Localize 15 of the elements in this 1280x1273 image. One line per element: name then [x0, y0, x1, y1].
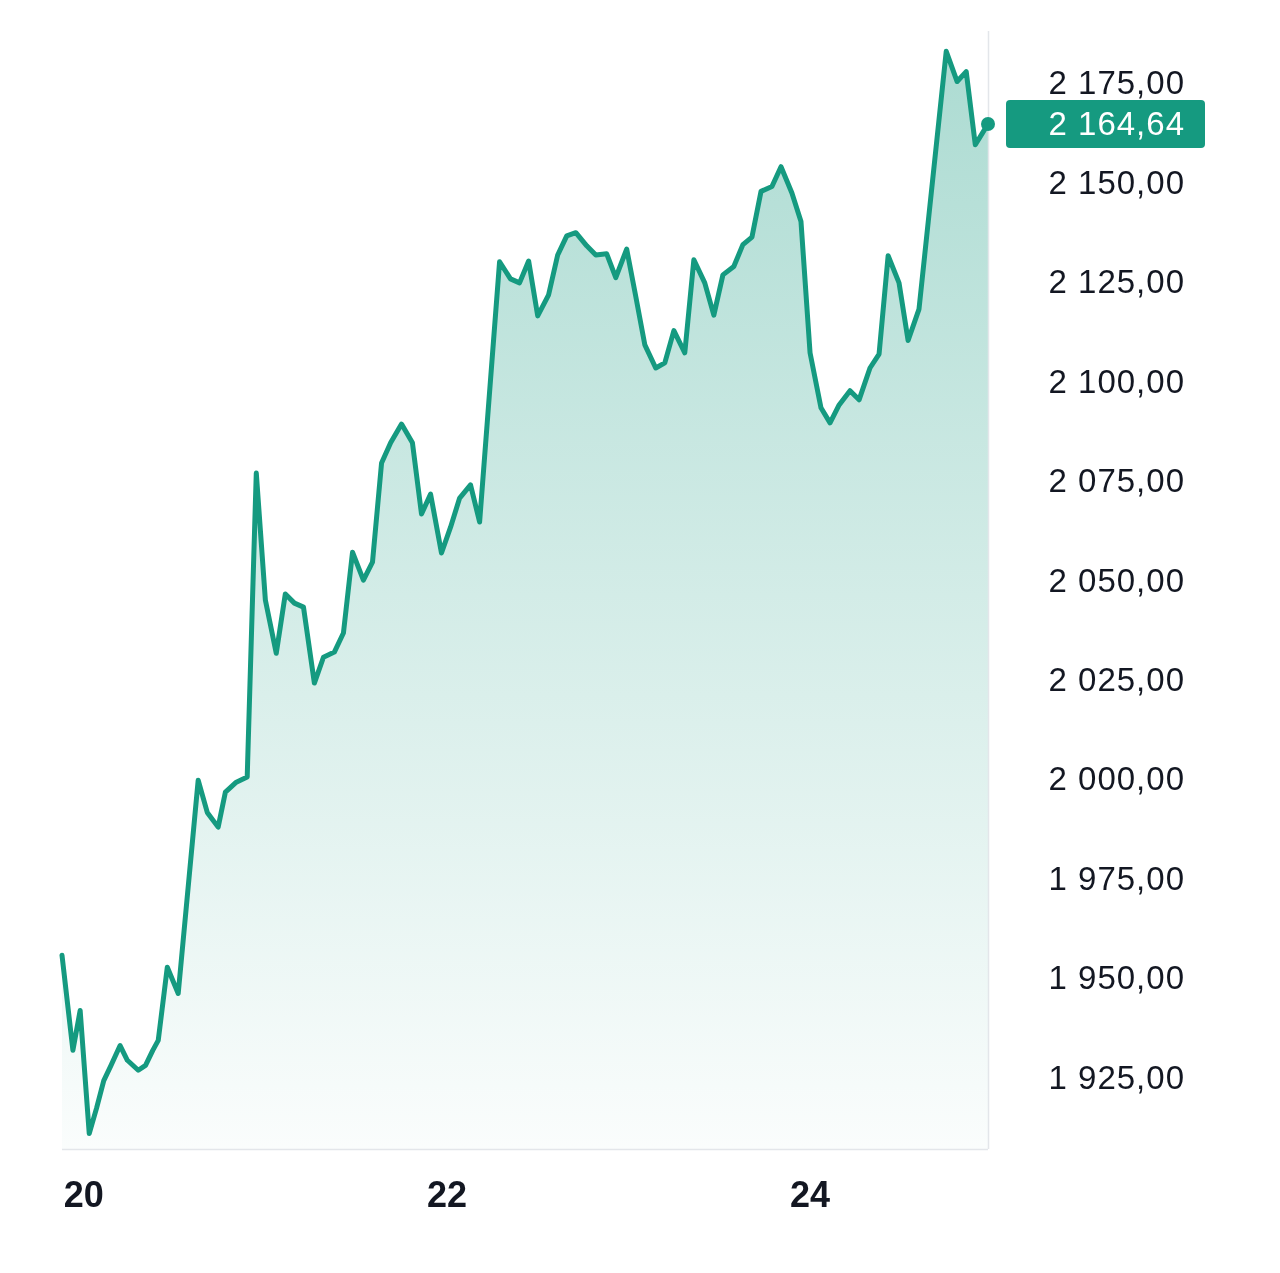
y-tick-label: 2 075,00 — [1048, 462, 1185, 500]
x-tick-label: 24 — [790, 1173, 831, 1215]
data-label: 2 164,64 — [1048, 105, 1185, 143]
y-tick-label: 2 025,00 — [1048, 661, 1185, 699]
x-tick-label: 20 — [63, 1173, 104, 1215]
y-tick-label: 2 100,00 — [1048, 362, 1185, 400]
y-tick-label: 2 175,00 — [1048, 64, 1185, 102]
y-tick-label: 1 925,00 — [1048, 1058, 1185, 1096]
y-tick-label: 2 000,00 — [1048, 760, 1185, 798]
y-tick-label: 1 975,00 — [1048, 859, 1185, 897]
y-tick-label: 1 950,00 — [1048, 959, 1185, 997]
y-tick-label: 2 050,00 — [1048, 561, 1185, 599]
y-tick-label: 2 150,00 — [1048, 163, 1185, 201]
y-tick-label: 2 125,00 — [1048, 263, 1185, 301]
x-tick-label: 22 — [426, 1173, 467, 1215]
